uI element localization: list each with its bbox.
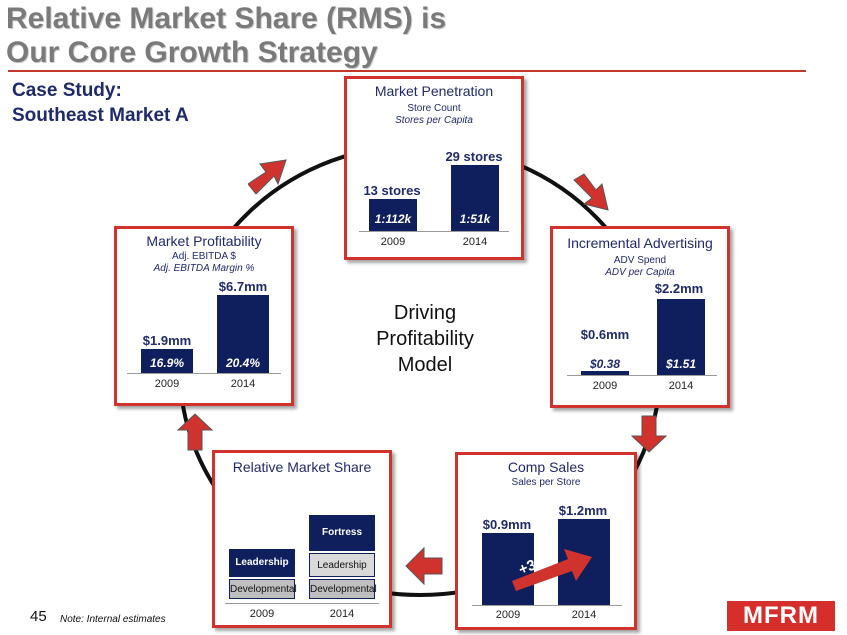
year-label: 2014 [329, 608, 355, 620]
panel-subtitle: Sales per Store [511, 477, 581, 488]
bar-2009 [369, 199, 417, 231]
panel-title: Incremental Advertising [567, 235, 713, 251]
inner-label-2014: 1:51k [459, 212, 491, 226]
page-number: 45 [30, 608, 47, 625]
inner-label-2014: $1.51 [665, 357, 697, 371]
value-label-2014: 29 stores [445, 149, 503, 164]
value-label-2014: $2.2mm [654, 281, 704, 296]
page-title: Relative Market Share (RMS) is Our Core … [6, 2, 447, 69]
x-axis [127, 373, 281, 374]
segment-fortress-2014: Fortress [309, 515, 375, 551]
case-study-label: Case Study: Southeast Market A [12, 80, 189, 126]
year-label: 2014 [462, 236, 488, 248]
value-label-2009: $1.9mm [142, 333, 192, 348]
inner-label-2009: 1:112k [374, 212, 412, 226]
x-axis [472, 605, 622, 606]
year-label: 2009 [154, 378, 180, 390]
value-label-2009: $0.9mm [482, 517, 532, 532]
panel-relative-market-share: Relative Market Share Leadership Develop… [212, 450, 392, 628]
year-label: 2014 [668, 380, 694, 392]
panel-comp-sales: Comp Sales Sales per Store $0.9mm $1.2mm… [455, 452, 637, 630]
segment-developmental-2009: Developmental [229, 579, 297, 599]
bar-2009 [141, 349, 193, 373]
value-label-2009: $0.6mm [580, 327, 630, 342]
panel-market-penetration: Market Penetration Store Count Stores per… [344, 76, 524, 260]
center-label: Driving Profitability Model [376, 302, 474, 376]
value-label-2009: 13 stores [363, 183, 421, 198]
cycle-arrow-icon [248, 159, 287, 195]
cycle-arrow-icon [176, 413, 214, 451]
mfrm-logo: MFRM [727, 601, 835, 631]
panel-subtitle: ADV Spend ADV per Capita [605, 255, 675, 278]
year-label: 2009 [495, 609, 521, 621]
year-label: 2009 [592, 380, 618, 392]
inner-label-2009: $0.38 [589, 357, 621, 371]
title-divider [8, 70, 806, 72]
inner-label-2009: 16.9% [149, 356, 185, 370]
value-label-2014: $1.2mm [558, 503, 608, 518]
year-label: 2009 [380, 236, 406, 248]
year-label: 2009 [249, 608, 275, 620]
x-axis [567, 375, 717, 376]
cycle-arrow-icon [630, 415, 668, 453]
bar-2009 [482, 533, 534, 605]
panel-market-profitability: Market Profitability Adj. EBITDA $ Adj. E… [114, 226, 294, 406]
bar-2014 [657, 299, 705, 375]
cycle-arrow-icon [573, 173, 609, 211]
inner-label-2014: 20.4% [225, 356, 261, 370]
panel-title: Relative Market Share [232, 459, 372, 475]
growth-arrow-icon [512, 549, 592, 591]
x-axis [359, 231, 509, 232]
panel-title: Market Penetration [374, 83, 494, 99]
value-label-2014: $6.7mm [218, 279, 268, 294]
year-label: 2014 [571, 609, 597, 621]
panel-title: Market Profitability [146, 233, 262, 249]
panel-title: Comp Sales [507, 459, 585, 475]
cycle-arrow-icon [405, 546, 443, 586]
segment-developmental-2014: Developmental [309, 579, 377, 599]
segment-leadership-2014: Leadership [309, 553, 375, 577]
bar-2009 [581, 371, 629, 375]
bar-2014 [217, 295, 269, 373]
panel-incremental-advertising: Incremental Advertising ADV Spend ADV per… [550, 226, 730, 408]
panel-subtitle: Adj. EBITDA $ Adj. EBITDA Margin % [153, 251, 255, 274]
year-label: 2014 [230, 378, 256, 390]
segment-leadership-2009: Leadership [229, 549, 295, 577]
bar-2014 [451, 165, 499, 231]
footnote: Note: Internal estimates [60, 614, 166, 625]
x-axis [225, 603, 379, 604]
panel-subtitle: Store Count Stores per Capita [395, 103, 473, 126]
